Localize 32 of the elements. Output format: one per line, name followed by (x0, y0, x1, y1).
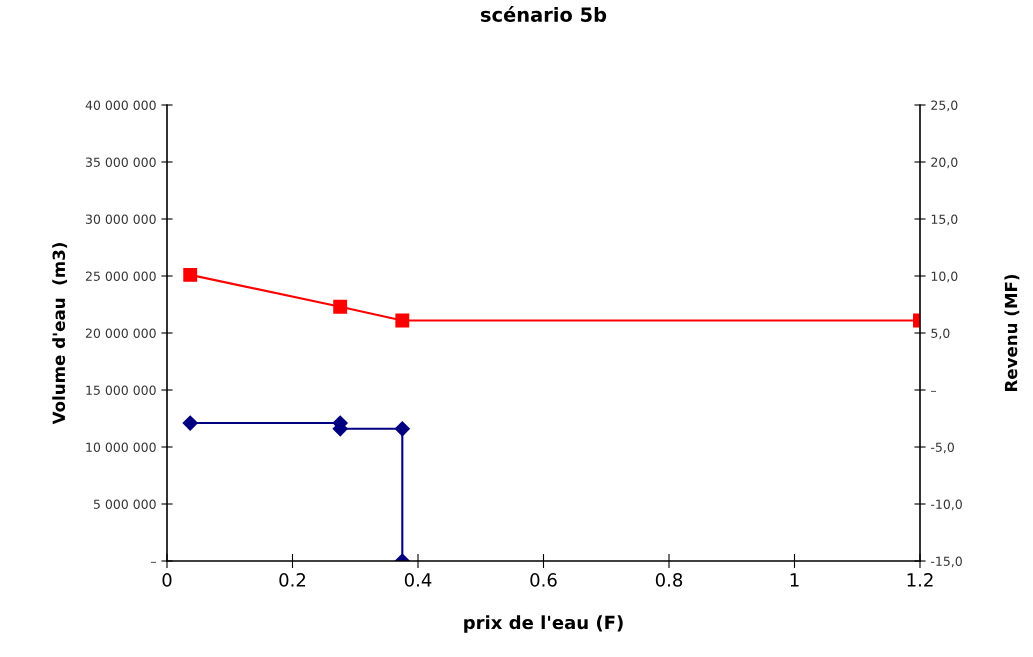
x-tick-label: 1.2 (907, 573, 933, 587)
y2-tick-label: -15,0 (931, 556, 962, 568)
x-tick-label: 1 (790, 573, 799, 587)
chart-title: scénario 5b (480, 6, 607, 22)
y-axis-title: Volume d'eau (m3) (52, 243, 68, 425)
point (183, 267, 198, 282)
x-axis-title: prix de l'eau (F) (464, 615, 623, 633)
y-tick-label: 20 000 000 (85, 328, 156, 338)
y-tick-label: 5 000 000 (93, 499, 156, 509)
y-tick-label: 40 000 000 (85, 100, 156, 110)
y2-tick-label: 25,0 (931, 100, 958, 112)
x-tick-label: 0.2 (279, 573, 306, 587)
y2-tick-label: 10,0 (931, 271, 958, 283)
x-tick-label: 0.8 (655, 573, 683, 587)
y2-tick-label: – (931, 390, 937, 392)
x-tick-label: 0.4 (404, 573, 432, 587)
y-tick-label: 30 000 000 (85, 214, 156, 224)
y-tick-label: – (150, 561, 156, 563)
point (333, 299, 348, 314)
point (395, 313, 410, 328)
y2-tick-label: 5,0 (931, 328, 950, 340)
y-tick-label: 10 000 000 (86, 442, 156, 452)
x-tick-label: 0.6 (530, 573, 557, 587)
y2-tick-label: 15,0 (931, 214, 958, 226)
y2-tick-label: 20,0 (931, 157, 958, 169)
y2-tick-label: -10,0 (931, 499, 962, 511)
x-tick-label: 0 (162, 573, 172, 587)
y-tick-label: 35 000 000 (85, 157, 156, 167)
y-tick-label: 15 000 000 (86, 385, 156, 395)
y2-axis-title: Revenu (MF) (1004, 274, 1020, 391)
y2-tick-label: -5,0 (931, 442, 954, 454)
y-tick-label: 25 000 000 (85, 271, 156, 281)
